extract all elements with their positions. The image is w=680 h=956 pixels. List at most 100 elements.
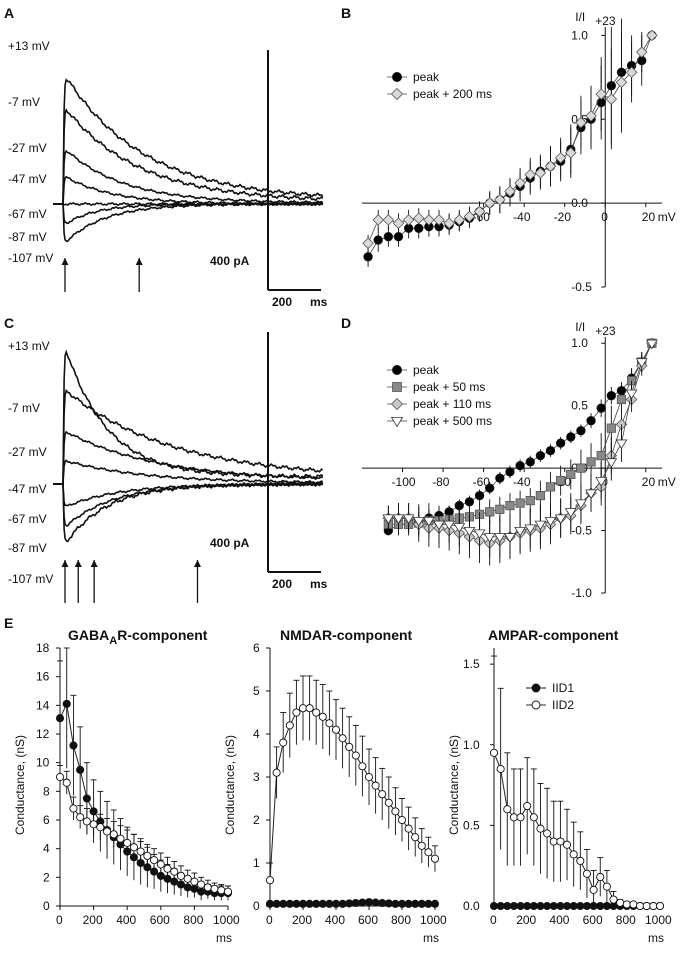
y-tick-label: 2 [253,813,260,827]
data-point [586,416,596,426]
data-point [535,490,545,501]
data-point [474,490,485,501]
data-point [485,507,495,517]
x-axis-label: ms [648,931,664,945]
data-point [156,860,165,869]
scale-time-label: 200 [272,577,292,591]
data-point [129,843,138,852]
panel-d-iv-plot: -100-80-60-40-20020mV1.00.50.0-0.5-1.0I/… [362,320,676,600]
panel-e-ampar-plot: 0 200 400 600 800 1000 ms 0.0 0.5 1.0 1.5 Conductan… [447,627,672,945]
data-point [364,772,374,782]
data-point [272,768,281,777]
legend-label: IID1 [552,681,574,695]
data-point [544,160,557,172]
data-point [543,901,552,911]
data-point [483,197,496,209]
data-point [265,876,275,885]
panel-e-nmdar-plot: 0 200 400 600 800 1000 ms 0 1 2 3 4 5 6 Conductance, (… [223,627,447,945]
x-tick-label: 600 [358,913,378,927]
data-point [392,514,405,525]
data-point [536,824,545,833]
x-tick-label: 1000 [645,913,672,927]
data-point [576,426,586,436]
series-line [59,776,229,893]
data-point [645,339,658,350]
data-point [411,899,420,908]
data-point [364,898,374,907]
data-point [123,838,132,847]
x-tick-label: 600 [583,913,603,927]
legend-marker [392,72,402,82]
x-tick-label: 800 [391,913,411,927]
y-tick-label: 1.0 [571,28,588,42]
data-point [298,899,308,908]
data-point [312,708,321,717]
data-point [622,900,631,909]
data-point [76,813,85,822]
data-point [325,899,334,908]
y-tick-label: 0 [253,899,260,913]
data-point [163,864,172,873]
data-point [566,432,576,442]
data-point [629,900,638,909]
x-tick-label: 1000 [213,913,240,927]
data-point [585,489,597,500]
data-point [430,854,440,863]
data-point [383,232,394,242]
data-point [382,514,395,525]
legend-label: IID2 [552,698,574,712]
data-point [433,520,445,531]
panel-title: GABAAR-component [68,627,208,647]
data-point [443,520,456,531]
data-point [402,214,415,226]
data-point [635,46,648,58]
x-tick-label: -100 [392,475,416,489]
data-point [109,830,118,839]
data-point [391,807,400,816]
y-tick-label: 2 [43,870,50,884]
data-point [82,817,91,826]
data-point [312,899,321,908]
x-tick-label: 20 [642,210,656,224]
panel-title: AMPAR-component [488,627,619,643]
data-point [62,778,71,787]
data-point [391,899,400,908]
data-point [556,837,565,846]
y-axis-label: Conductance, (nS) [223,735,237,835]
data-point [536,901,545,911]
x-tick-label: -40 [513,210,531,224]
data-point [646,29,658,42]
data-point [116,834,125,843]
data-point [625,389,638,400]
data-point [565,147,577,159]
data-point [489,901,499,911]
panel-e-gabaar-plot: 0 200 400 600 800 1000 ms 0 2 4 6 8 10 12 14 16 18 Conduc… [13,627,240,945]
data-point [463,526,476,537]
y-tick-label: 0.5 [463,818,480,832]
data-point [373,235,383,245]
data-point [516,901,525,911]
data-point [378,790,387,799]
data-point [514,526,527,537]
data-point [524,168,537,181]
data-point [150,856,159,865]
data-point [69,741,78,750]
y-tick-label: 0 [43,899,50,913]
x-tick-label: 0 [266,913,273,927]
data-point [554,152,567,164]
data-point [504,533,516,543]
x-tick-label: -40 [513,475,531,489]
data-point [606,423,616,433]
data-point [285,721,294,730]
data-point [525,457,535,467]
data-point [525,495,535,506]
data-point [655,901,665,911]
data-point [325,719,334,728]
data-point [602,901,611,911]
data-point [534,167,547,179]
panel-label-a: A [4,5,14,21]
data-point [582,869,592,878]
voltage-label: -7 mV [8,95,40,109]
data-point [602,882,611,891]
panel-title: NMDAR-component [280,627,413,643]
